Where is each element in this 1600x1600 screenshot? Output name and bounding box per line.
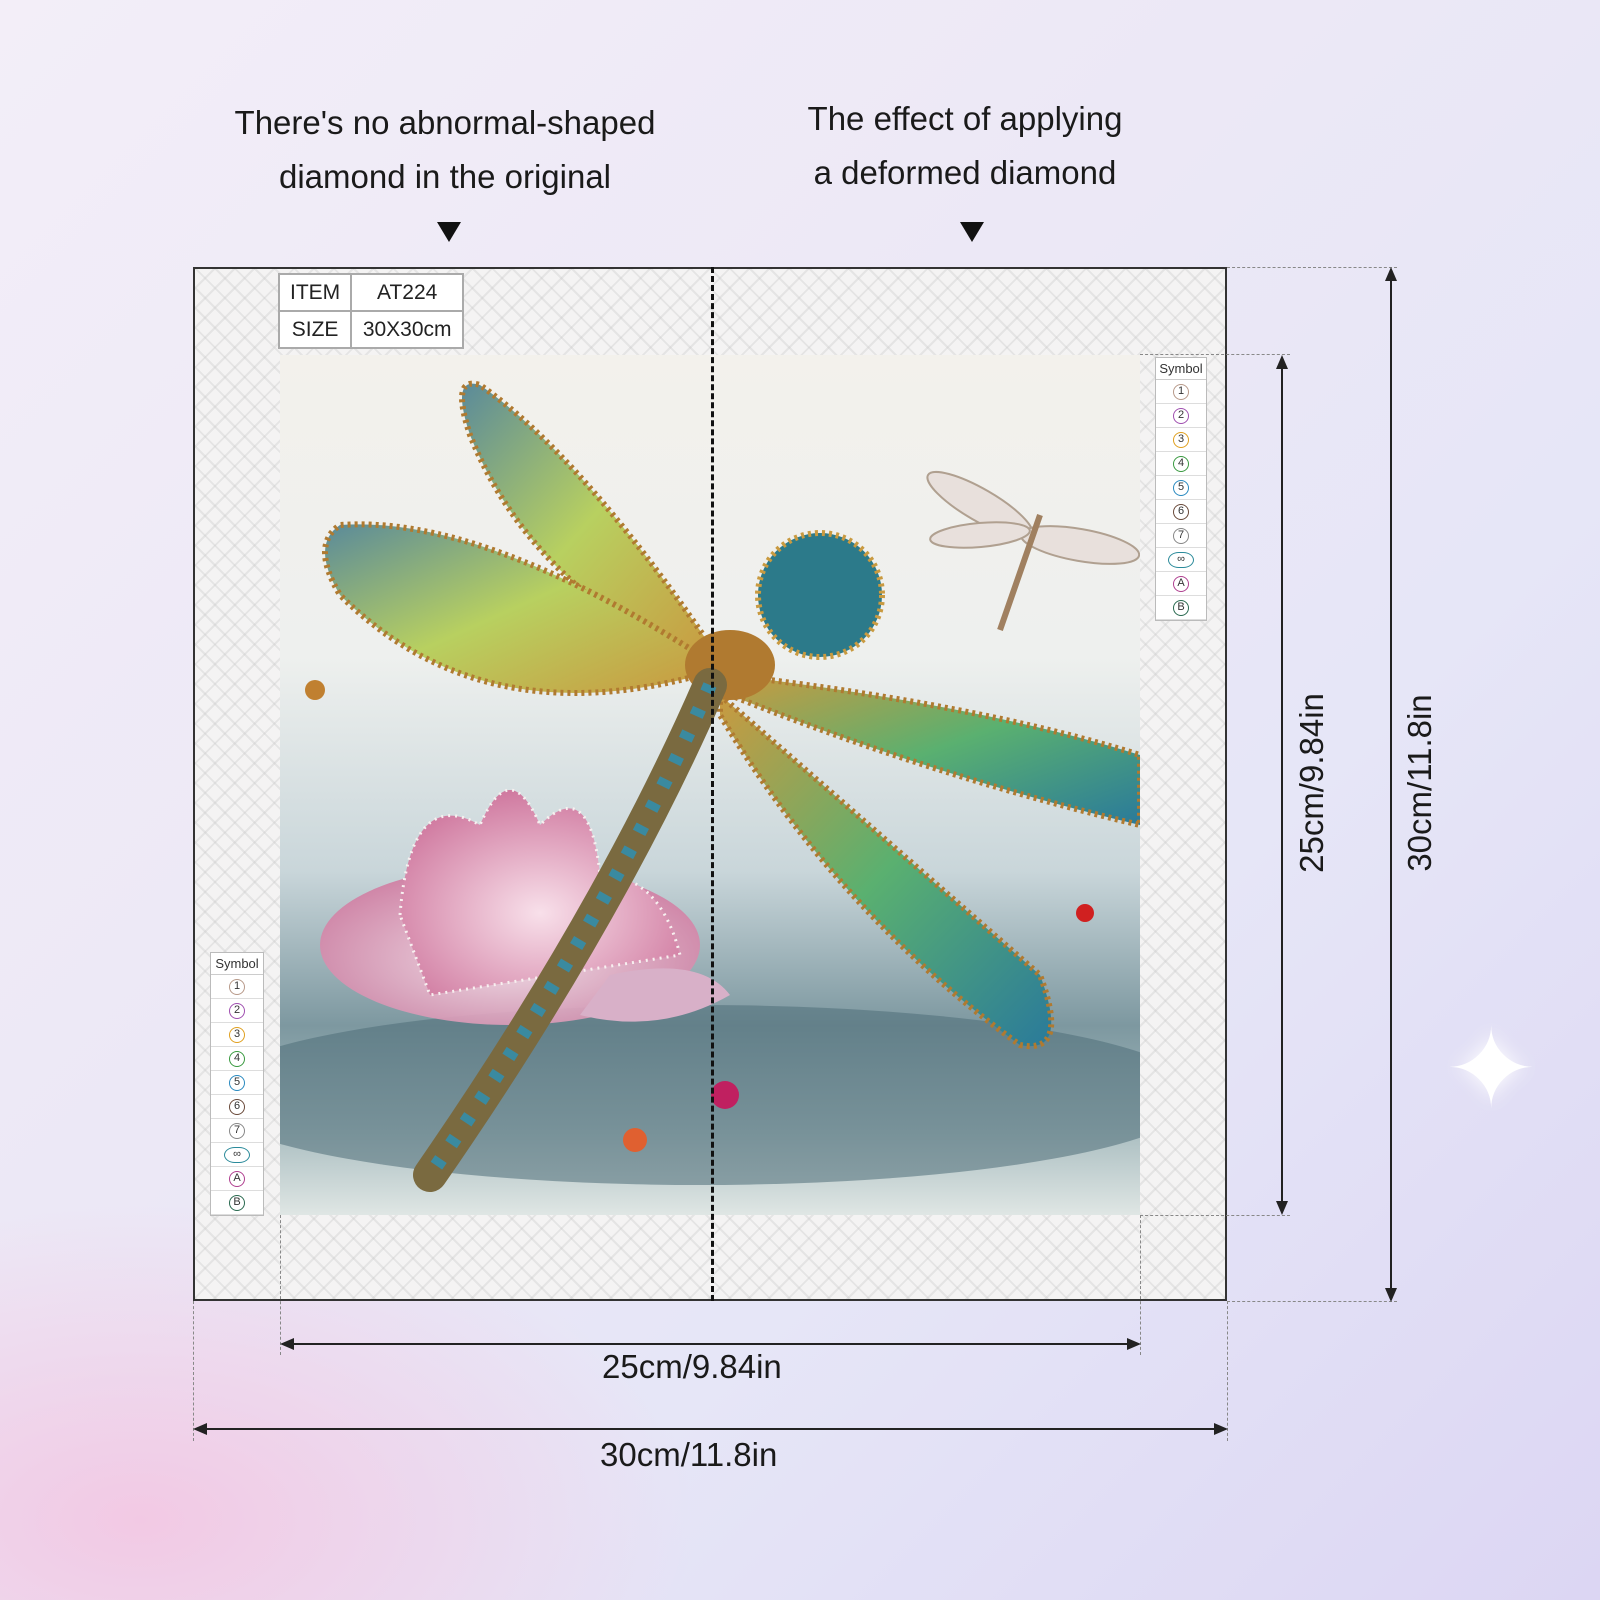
legend-symbol: B [1156,596,1206,620]
guide-line [280,1215,281,1355]
legend-symbol: 4 [211,1047,263,1071]
symbol-7-icon: 7 [229,1122,245,1139]
large-dragonfly [322,380,1140,1192]
heading-deformed-line1: The effect of applying [807,100,1123,137]
legend-symbol: 1 [211,975,263,999]
inner-width-label: 25cm/9.84in [602,1348,782,1385]
legend-symbol: ∞ [211,1143,263,1167]
symbol-3-icon: 3 [229,1026,245,1043]
heading-deformed-line2: a deformed diamond [813,154,1117,191]
symbol-∞-icon: ∞ [1168,551,1194,568]
legend-symbol: 7 [1156,524,1206,548]
small-dragonfly [926,470,1140,631]
size-row: SIZE 30X30cm [277,310,465,349]
legend-symbol: A [1156,572,1206,596]
symbol-A-icon: A [1173,575,1189,592]
legend-symbol: 5 [1156,476,1206,500]
symbol-1-icon: 1 [229,978,245,995]
arrowhead-icon [1214,1423,1228,1435]
arrowhead-icon [193,1423,207,1435]
inner-height-line [1281,360,1283,1210]
symbol-B-icon: B [229,1194,245,1211]
orange-gem [623,1128,647,1152]
symbol-4-icon: 4 [229,1050,245,1067]
legend-symbol: 7 [211,1119,263,1143]
arrowhead-icon [1385,267,1397,281]
heading-original-line2: diamond in the original [278,158,612,195]
heading-original: There's no abnormal-shaped diamond in th… [200,96,690,204]
legend-title: Symbol [211,953,263,975]
guide-line [1227,1301,1228,1441]
legend-symbol: 3 [1156,428,1206,452]
symbol-legend-left: Symbol 1 2 3 4 5 6 7 ∞ A B [210,952,264,1216]
size-label: SIZE [277,310,353,349]
symbol-6-icon: 6 [1173,503,1189,520]
symbol-2-icon: 2 [1173,407,1189,424]
item-table: ITEM AT224 SIZE 30X30cm [277,273,465,349]
outer-height-line [1390,272,1392,1296]
legend-symbol: 2 [211,999,263,1023]
guide-line [1227,1301,1397,1302]
guide-line [1140,1215,1141,1355]
gold-gem [305,680,325,700]
symbol-2-icon: 2 [229,1002,245,1019]
symbol-7-icon: 7 [1173,527,1189,544]
symbol-5-icon: 5 [229,1074,245,1091]
legend-symbol: 4 [1156,452,1206,476]
red-gem [1076,904,1094,922]
legend-symbol: 5 [211,1071,263,1095]
arrowhead-icon [1385,1288,1397,1302]
symbol-6-icon: 6 [229,1098,245,1115]
down-arrow-icon [437,222,461,242]
item-label: ITEM [277,273,353,312]
outer-height-label: 30cm/11.8in [1401,694,1438,872]
guide-line [1227,267,1397,268]
outer-width-label: 30cm/11.8in [600,1436,778,1473]
arrowhead-icon [1276,355,1288,369]
legend-symbol: 3 [211,1023,263,1047]
inner-height-label: 25cm/9.84in [1293,693,1330,873]
outer-width-line [198,1428,1222,1430]
symbol-5-icon: 5 [1173,479,1189,496]
symbol-∞-icon: ∞ [224,1146,250,1163]
arrowhead-icon [1127,1338,1141,1350]
pink-gem [711,1081,739,1109]
symbol-A-icon: A [229,1170,245,1187]
legend-symbol: ∞ [1156,548,1206,572]
item-value: AT224 [350,273,465,312]
legend-symbol: B [211,1191,263,1215]
symbol-4-icon: 4 [1173,455,1189,472]
sparkle-icon: ✦ [1445,1008,1538,1131]
dragonfly-illustration [280,380,1140,1192]
lotus-flower [320,788,730,1025]
guide-line [1140,354,1290,355]
legend-symbol: 2 [1156,404,1206,428]
legend-symbol: A [211,1167,263,1191]
symbol-1-icon: 1 [1173,383,1189,400]
symbol-B-icon: B [1173,599,1189,616]
guide-line [1140,1215,1290,1216]
guide-line [193,1301,194,1441]
legend-symbol: 6 [1156,500,1206,524]
item-row: ITEM AT224 [277,273,465,312]
symbol-legend-right: Symbol 1 2 3 4 5 6 7 ∞ A B [1155,357,1207,621]
heading-original-line1: There's no abnormal-shaped [234,104,656,141]
legend-symbol: 1 [1156,380,1206,404]
dragonfly-artwork [280,355,1140,1215]
size-value: 30X30cm [350,310,465,349]
legend-title: Symbol [1156,358,1206,380]
arrowhead-icon [1276,1201,1288,1215]
symbol-3-icon: 3 [1173,431,1189,448]
arrowhead-icon [280,1338,294,1350]
inner-width-line [285,1343,1135,1345]
comparison-divider [711,267,714,1301]
down-arrow-icon [960,222,984,242]
legend-symbol: 6 [211,1095,263,1119]
heading-deformed: The effect of applying a deformed diamon… [760,92,1170,200]
